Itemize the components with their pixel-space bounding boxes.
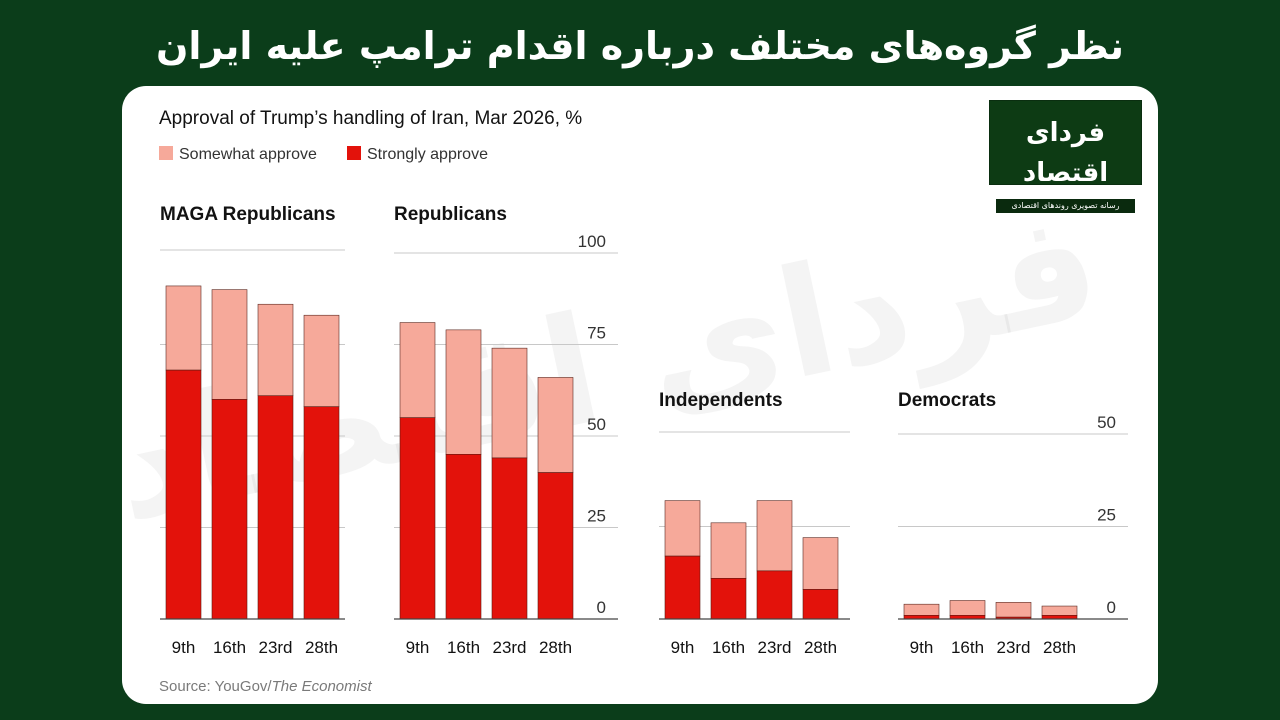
bar-strongly-1-3: [537, 472, 574, 620]
y-tick-label-1: 25: [587, 507, 606, 526]
bar-somewhat-2-3: [802, 537, 839, 590]
y-tick-label-1: 75: [587, 324, 606, 343]
bar-strongly-0-0: [165, 369, 202, 620]
bar-somewhat-1-3: [537, 377, 574, 473]
x-tick-label-1-3: 28th: [539, 638, 572, 657]
bar-somewhat-0-0: [165, 285, 202, 371]
publisher-logo: فردای اقتصاد رسانه تصویری روندهای اقتصاد…: [989, 100, 1142, 213]
bar-strongly-0-2: [257, 395, 294, 620]
logo-subtitle: رسانه تصویری روندهای اقتصادی: [996, 199, 1135, 213]
bar-strongly-2-2: [756, 570, 793, 620]
legend-swatch-1: [347, 146, 361, 160]
x-tick-label-2-3: 28th: [804, 638, 837, 657]
source-publisher: The Economist: [272, 678, 373, 695]
panel-title-0: MAGA Republicans: [160, 204, 336, 225]
bar-somewhat-1-1: [445, 329, 482, 455]
bar-somewhat-2-0: [664, 500, 701, 557]
bar-strongly-0-1: [211, 399, 248, 620]
headline: نظر گروه‌های مختلف درباره اقدام ترامپ عل…: [155, 24, 1125, 68]
x-tick-label-2-2: 23rd: [757, 638, 791, 657]
x-tick-label-3-3: 28th: [1043, 638, 1076, 657]
bar-somewhat-3-1: [949, 600, 986, 616]
panel-title-3: Democrats: [898, 390, 996, 411]
y-tick-label-3: 50: [1097, 413, 1116, 432]
source-note: Source: YouGov/The Economist: [159, 678, 372, 695]
x-tick-label-2-0: 9th: [671, 638, 695, 657]
bar-strongly-2-1: [710, 577, 747, 620]
x-tick-label-0-3: 28th: [305, 638, 338, 657]
y-tick-label-1: 50: [587, 415, 606, 434]
x-tick-label-0-1: 16th: [213, 638, 246, 657]
bar-strongly-1-2: [491, 457, 528, 620]
legend-label-1: Strongly approve: [367, 146, 488, 163]
legend-label-0: Somewhat approve: [179, 146, 317, 163]
y-tick-label-1: 100: [578, 232, 606, 251]
y-tick-label-1: 0: [597, 598, 606, 617]
legend-swatch-0: [159, 146, 173, 160]
x-tick-label-3-0: 9th: [910, 638, 934, 657]
bar-strongly-1-1: [445, 453, 482, 620]
panel-title-1: Republicans: [394, 204, 507, 225]
bar-strongly-0-3: [303, 406, 340, 620]
x-tick-label-3-2: 23rd: [996, 638, 1030, 657]
bar-somewhat-1-2: [491, 347, 528, 459]
bar-somewhat-3-2: [995, 602, 1032, 618]
bar-strongly-1-0: [399, 417, 436, 620]
bar-somewhat-0-1: [211, 289, 248, 400]
x-tick-label-1-0: 9th: [406, 638, 430, 657]
chart-title: Approval of Trump’s handling of Iran, Ma…: [159, 108, 582, 129]
bar-somewhat-0-2: [257, 303, 294, 397]
bar-somewhat-1-0: [399, 322, 436, 418]
bar-somewhat-0-3: [303, 314, 340, 408]
x-tick-label-0-0: 9th: [172, 638, 196, 657]
x-tick-label-2-1: 16th: [712, 638, 745, 657]
x-tick-label-3-1: 16th: [951, 638, 984, 657]
x-tick-label-1-2: 23rd: [492, 638, 526, 657]
x-tick-label-1-1: 16th: [447, 638, 480, 657]
bar-somewhat-2-2: [756, 500, 793, 572]
bar-somewhat-3-3: [1041, 605, 1078, 616]
stacked-bar-chart: Approval of Trump’s handling of Iran, Ma…: [159, 108, 1128, 695]
bar-somewhat-2-1: [710, 522, 747, 579]
bar-strongly-2-0: [664, 555, 701, 620]
logo-title: فردای اقتصاد: [1022, 118, 1109, 188]
y-tick-label-3: 25: [1097, 506, 1116, 525]
y-tick-label-3: 0: [1107, 598, 1116, 617]
bar-strongly-2-3: [802, 589, 839, 620]
chart-card: فردای اقتصاد فردای اقتصاد رسانه تصویری ر…: [122, 86, 1158, 704]
x-tick-label-0-2: 23rd: [258, 638, 292, 657]
panel-title-2: Independents: [659, 390, 783, 411]
bar-somewhat-3-0: [903, 603, 940, 616]
